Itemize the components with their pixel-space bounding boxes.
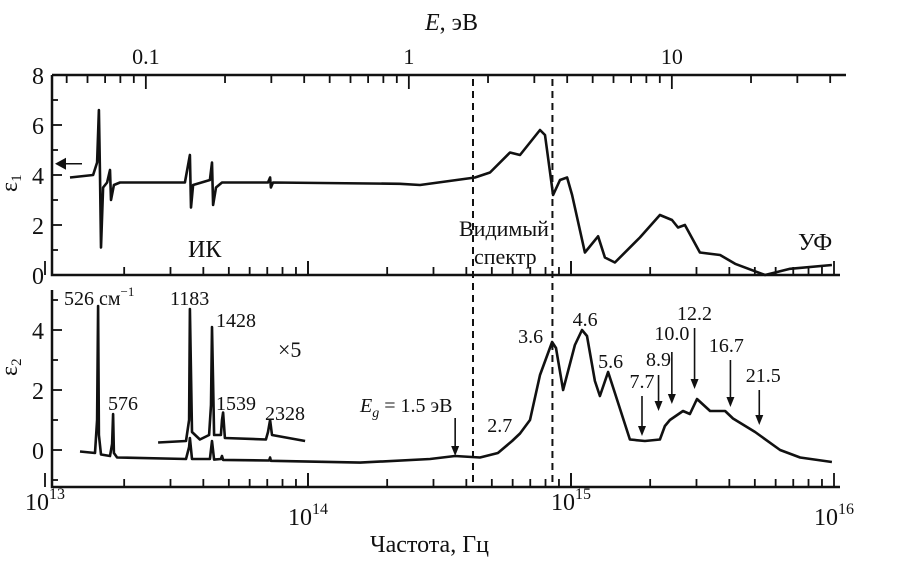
top-tick-label: 10 [661, 44, 683, 69]
phonon-label: 526 см−1 [64, 284, 134, 310]
x-tick-exponent: 16 [838, 501, 854, 518]
x-tick-label: 1015 [551, 486, 591, 516]
phonon-label: 2328 [265, 403, 305, 425]
x-tick-label: 1013 [25, 486, 65, 516]
band-gap-value: = 1.5 эВ [379, 395, 452, 417]
peak-label: 2.7 [487, 415, 512, 437]
peak-arrow-head [690, 379, 699, 389]
y-axis-label-sub: 1 [9, 174, 25, 182]
eps1-panel-frame [50, 73, 846, 277]
top-axis-label-unit: , эВ [440, 10, 478, 36]
peak-label: 3.6 [518, 326, 543, 348]
phonon-label: 1183 [170, 288, 209, 310]
x-tick-label: 1014 [288, 501, 328, 531]
top-tick-label: 1 [403, 44, 414, 69]
top-axis-label-symbol: E [424, 10, 440, 36]
y-axis-label: ε2 [0, 358, 25, 376]
axes [44, 73, 846, 489]
eps2-panel-frame [50, 290, 840, 489]
x-axis-label: Частота, Гц [370, 532, 489, 558]
phonon-label: 1428 [216, 310, 256, 332]
peak-arrow-head [726, 397, 735, 407]
y-axis-label-sub: 2 [9, 358, 25, 366]
labels: E, эВ ИК Видимый спектр УФ Частота, Гц ×… [0, 10, 854, 558]
top-axis-label: E, эВ [424, 10, 478, 36]
curves [69, 108, 833, 464]
series-eps2-5 [158, 307, 306, 444]
y-tick-label: 4 [32, 319, 44, 345]
y-tick-label: 2 [32, 214, 44, 240]
x-tick-exponent: 15 [575, 486, 591, 503]
peak-label: 21.5 [746, 365, 781, 387]
peak-label: 5.6 [598, 351, 623, 373]
x-tick-exponent: 14 [312, 501, 328, 518]
y-tick-label: 4 [32, 164, 44, 190]
phonon-unit-sup: −1 [121, 284, 135, 299]
peak-label: 8.9 [646, 349, 671, 371]
region-uv-label: УФ [798, 230, 832, 256]
series-eps1 [69, 108, 833, 277]
phonon-label: 576 [108, 393, 138, 415]
scale-factor-label: ×5 [278, 337, 301, 362]
y-tick-label: 6 [32, 114, 44, 140]
band-gap-sub: g [372, 406, 379, 421]
peak-arrow-head [667, 394, 676, 404]
y-tick-label: 0 [32, 264, 44, 290]
peak-label: 4.6 [573, 309, 598, 331]
y-axis-label: ε1 [0, 174, 25, 192]
top-tick-label: 0.1 [132, 44, 160, 69]
region-ir-label: ИК [188, 237, 222, 263]
y-tick-label: 0 [32, 439, 44, 465]
region-visible-label-1: Видимый [459, 216, 549, 241]
peak-label: 10.0 [654, 323, 689, 345]
phonon-label: 1539 [216, 393, 256, 415]
y-tick-label: 8 [32, 64, 44, 90]
x-tick-exponent: 13 [49, 486, 65, 503]
peak-arrow-head [654, 401, 663, 411]
peak-label: 16.7 [709, 335, 744, 357]
peak-label: 12.2 [677, 303, 712, 325]
x-tick-label: 1016 [814, 501, 854, 531]
series-eps2 [79, 304, 833, 464]
band-gap-label: Eg = 1.5 эВ [359, 395, 452, 421]
peak-arrow-head [637, 426, 646, 436]
band-gap-arrow-head [451, 446, 460, 456]
y-tick-label: 2 [32, 379, 44, 405]
region-visible-label-2: спектр [474, 244, 537, 269]
peak-arrow-head [755, 415, 764, 425]
band-gap-symbol: E [359, 395, 372, 417]
peak-label: 7.7 [629, 371, 654, 393]
static-eps-arrow-head [55, 157, 66, 170]
